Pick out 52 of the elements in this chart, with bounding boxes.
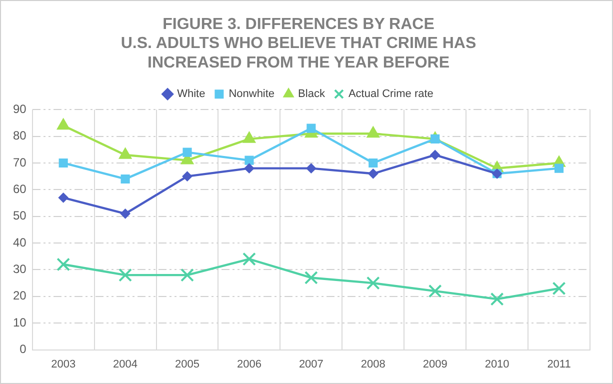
y-tick-label: 80 [12, 128, 27, 143]
x-tick-label: 2007 [298, 358, 324, 370]
point [180, 268, 194, 282]
point [430, 150, 440, 160]
point [366, 126, 380, 138]
y-tick-label: 0 [20, 342, 27, 356]
point [554, 164, 564, 173]
point [490, 292, 504, 306]
y-tick-label: 10 [12, 315, 27, 330]
y-tick-label: 50 [12, 208, 27, 223]
point [58, 192, 68, 203]
point [244, 156, 254, 165]
point [428, 284, 442, 298]
point [182, 171, 192, 182]
x-tick-label: 2011 [547, 358, 571, 370]
legend-label: Actual Crime rate [348, 88, 434, 100]
y-tick-label: 90 [12, 102, 27, 116]
legend-label: White [177, 88, 206, 100]
point [306, 163, 316, 174]
point [120, 174, 130, 184]
point [56, 118, 70, 130]
x-tick-label: 2006 [236, 358, 262, 370]
point [56, 258, 70, 272]
point [118, 268, 132, 282]
x-tick-label: 2005 [175, 358, 200, 370]
point [368, 158, 378, 168]
point [304, 271, 318, 284]
x-tick-label: 2008 [360, 358, 386, 370]
y-tick-label: 30 [12, 262, 27, 276]
point [366, 276, 380, 290]
y-tick-label: 60 [12, 182, 27, 196]
point [368, 168, 378, 179]
point [118, 148, 132, 159]
point [120, 208, 130, 219]
legend-label: Nonwhite [228, 88, 275, 100]
point [244, 163, 254, 174]
point [242, 252, 256, 266]
point [242, 132, 256, 143]
legend-label: Black [298, 88, 326, 100]
point [58, 158, 68, 168]
y-tick-label: 70 [12, 155, 27, 170]
chart-title: FIGURE 3. DIFFERENCES BY RACE U.S. ADULTS WHO BELIEVE THAT CRIME HAS INCREASED FROM THE YEAR BEFORE [120, 16, 476, 72]
point [552, 282, 566, 296]
x-tick-label: 2004 [113, 358, 138, 370]
point [306, 124, 316, 133]
point [430, 134, 440, 144]
x-tick-label: 2010 [484, 358, 510, 370]
y-tick-label: 40 [12, 235, 27, 250]
point [182, 148, 192, 157]
x-tick-label: 2003 [51, 358, 76, 370]
x-tick-label: 2009 [422, 358, 448, 370]
y-tick-label: 20 [12, 288, 27, 303]
